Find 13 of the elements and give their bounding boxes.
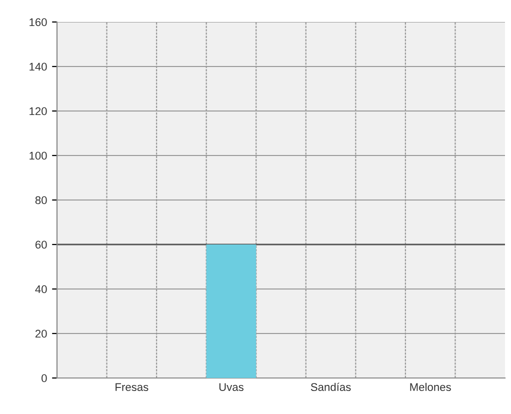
x-tick-label: Fresas <box>116 383 148 392</box>
y-tick-label: 20 <box>35 330 47 338</box>
y-tick-label: 0 <box>42 374 47 382</box>
x-tick-label: Uvas <box>219 383 244 392</box>
y-tick-label: 140 <box>30 62 47 71</box>
y-tick-label: 80 <box>35 196 47 204</box>
y-tick-label: 60 <box>35 240 47 249</box>
x-tick-label: Sandías <box>310 382 351 392</box>
x-tick-label: Melones <box>410 382 451 392</box>
y-tick-label: 120 <box>30 107 47 116</box>
y-tick-label: 100 <box>30 152 47 160</box>
y-tick-label: 40 <box>35 285 47 294</box>
y-tick-label: 160 <box>30 18 47 26</box>
